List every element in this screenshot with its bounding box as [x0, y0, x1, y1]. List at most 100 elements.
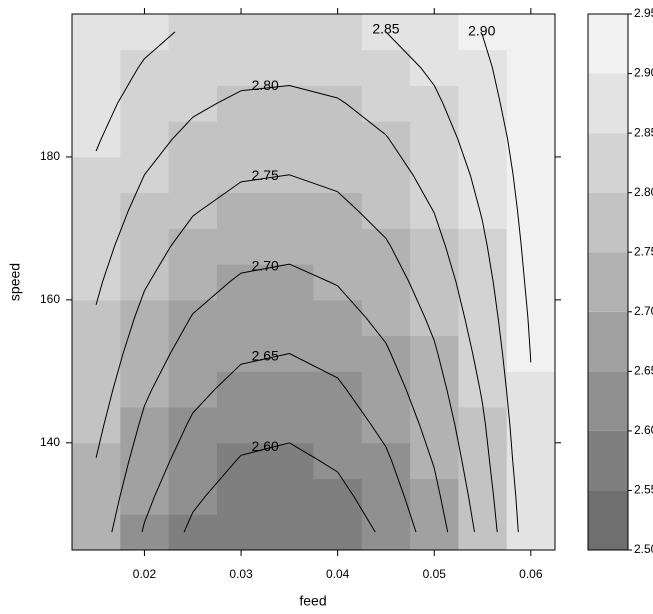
colorbar-frame [587, 13, 629, 551]
cell [72, 228, 121, 265]
cell [506, 264, 556, 301]
colorbar-band [588, 73, 628, 134]
cell [168, 264, 218, 301]
cell [120, 49, 170, 86]
cell [120, 335, 170, 372]
cell [265, 49, 314, 86]
cell [216, 192, 266, 229]
cell [458, 299, 508, 337]
cell [313, 14, 363, 51]
cell [506, 49, 556, 86]
cell [458, 264, 508, 301]
contour-label: 2.80 [252, 77, 279, 93]
cell [265, 121, 314, 158]
x-tick-label: 0.04 [326, 567, 350, 581]
cell [72, 264, 121, 301]
colorbar: 2.50 2.55 2.60 2.65 2.70 2.75 2.80 2.85 2.90 2.95 [587, 6, 653, 556]
cell [506, 371, 556, 408]
cell [265, 192, 314, 229]
x-axis-title: feed [299, 593, 326, 609]
cell [410, 156, 459, 194]
cell [265, 228, 314, 265]
colorbar-label: 2.70 [634, 304, 653, 318]
cell [265, 264, 314, 301]
cell [410, 299, 459, 337]
cell [120, 121, 170, 158]
cell [265, 514, 314, 551]
cell [361, 228, 411, 265]
cell [458, 49, 508, 86]
cell [216, 371, 266, 408]
colorbar-label: 2.55 [634, 483, 653, 497]
contour-line [95, 85, 498, 533]
cells [72, 14, 556, 551]
cell [506, 478, 556, 515]
cell [168, 192, 218, 229]
cell [361, 85, 411, 122]
cell [168, 121, 218, 158]
contour-line [95, 31, 519, 533]
y-tick-label: 140 [40, 435, 60, 449]
cell [216, 156, 266, 194]
cell [506, 156, 556, 194]
y-tick-label: 160 [40, 292, 60, 306]
cell [361, 299, 411, 337]
cell [72, 85, 121, 122]
cell [506, 407, 556, 444]
cell [313, 228, 363, 265]
cell [72, 192, 121, 229]
cell [120, 14, 170, 51]
contour-line [141, 353, 417, 533]
cell [120, 264, 170, 301]
cell [458, 407, 508, 444]
cell [265, 478, 314, 515]
y-axis-title: speed [7, 263, 23, 301]
cell [410, 14, 459, 51]
colorbar-label: 2.65 [634, 364, 653, 378]
cell [361, 192, 411, 229]
cell [216, 299, 266, 337]
cell [265, 407, 314, 444]
colorbar-label: 2.90 [634, 66, 653, 80]
cell [216, 335, 266, 372]
cell [458, 371, 508, 408]
cell [72, 371, 121, 408]
cell [216, 407, 266, 444]
cell [265, 14, 314, 51]
cell [120, 407, 170, 444]
cell [265, 442, 314, 480]
cell [410, 85, 459, 122]
cell [168, 335, 218, 372]
colorbar-label: 2.50 [634, 542, 653, 556]
colorbar-label: 2.60 [634, 423, 653, 437]
cell [265, 85, 314, 122]
cell [506, 442, 556, 480]
cell [72, 335, 121, 372]
axes: 0.02 0.03 0.04 0.05 0.06 140 160 180 [40, 8, 561, 581]
cell [168, 478, 218, 515]
cell [120, 299, 170, 337]
cell [313, 192, 363, 229]
cell [120, 442, 170, 480]
colorbar-band [588, 192, 628, 253]
cell [120, 85, 170, 122]
cell [458, 121, 508, 158]
cell [506, 299, 556, 337]
x-tick-label: 0.02 [133, 567, 157, 581]
contour-line [95, 174, 475, 533]
cell [265, 371, 314, 408]
cell [216, 121, 266, 158]
cell [313, 407, 363, 444]
cell [168, 514, 218, 551]
y-tick-label: 180 [40, 149, 60, 163]
colorbar-band [588, 133, 628, 193]
cell [72, 442, 121, 480]
cell [506, 192, 556, 229]
cell [168, 85, 218, 122]
cell [410, 264, 459, 301]
cell [313, 442, 363, 480]
cell [506, 228, 556, 265]
cell [410, 407, 459, 444]
colorbar-label: 2.85 [634, 125, 653, 139]
